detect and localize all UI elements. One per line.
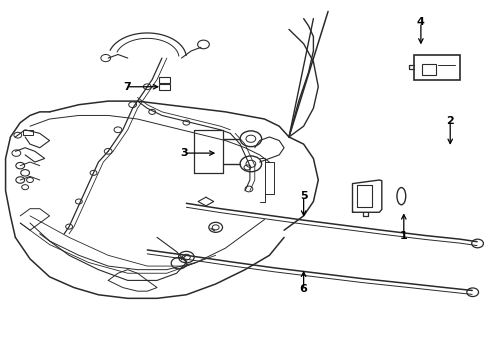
Text: 3: 3 xyxy=(180,148,188,158)
Text: 2: 2 xyxy=(446,116,454,126)
Text: 7: 7 xyxy=(123,82,131,92)
Bar xyxy=(414,55,460,80)
Bar xyxy=(422,64,436,75)
Text: 1: 1 xyxy=(400,231,408,240)
Text: 6: 6 xyxy=(300,284,308,294)
Bar xyxy=(159,84,170,90)
Bar xyxy=(23,130,33,135)
Text: 5: 5 xyxy=(300,191,307,201)
Text: 4: 4 xyxy=(417,17,425,27)
Bar xyxy=(159,77,170,83)
